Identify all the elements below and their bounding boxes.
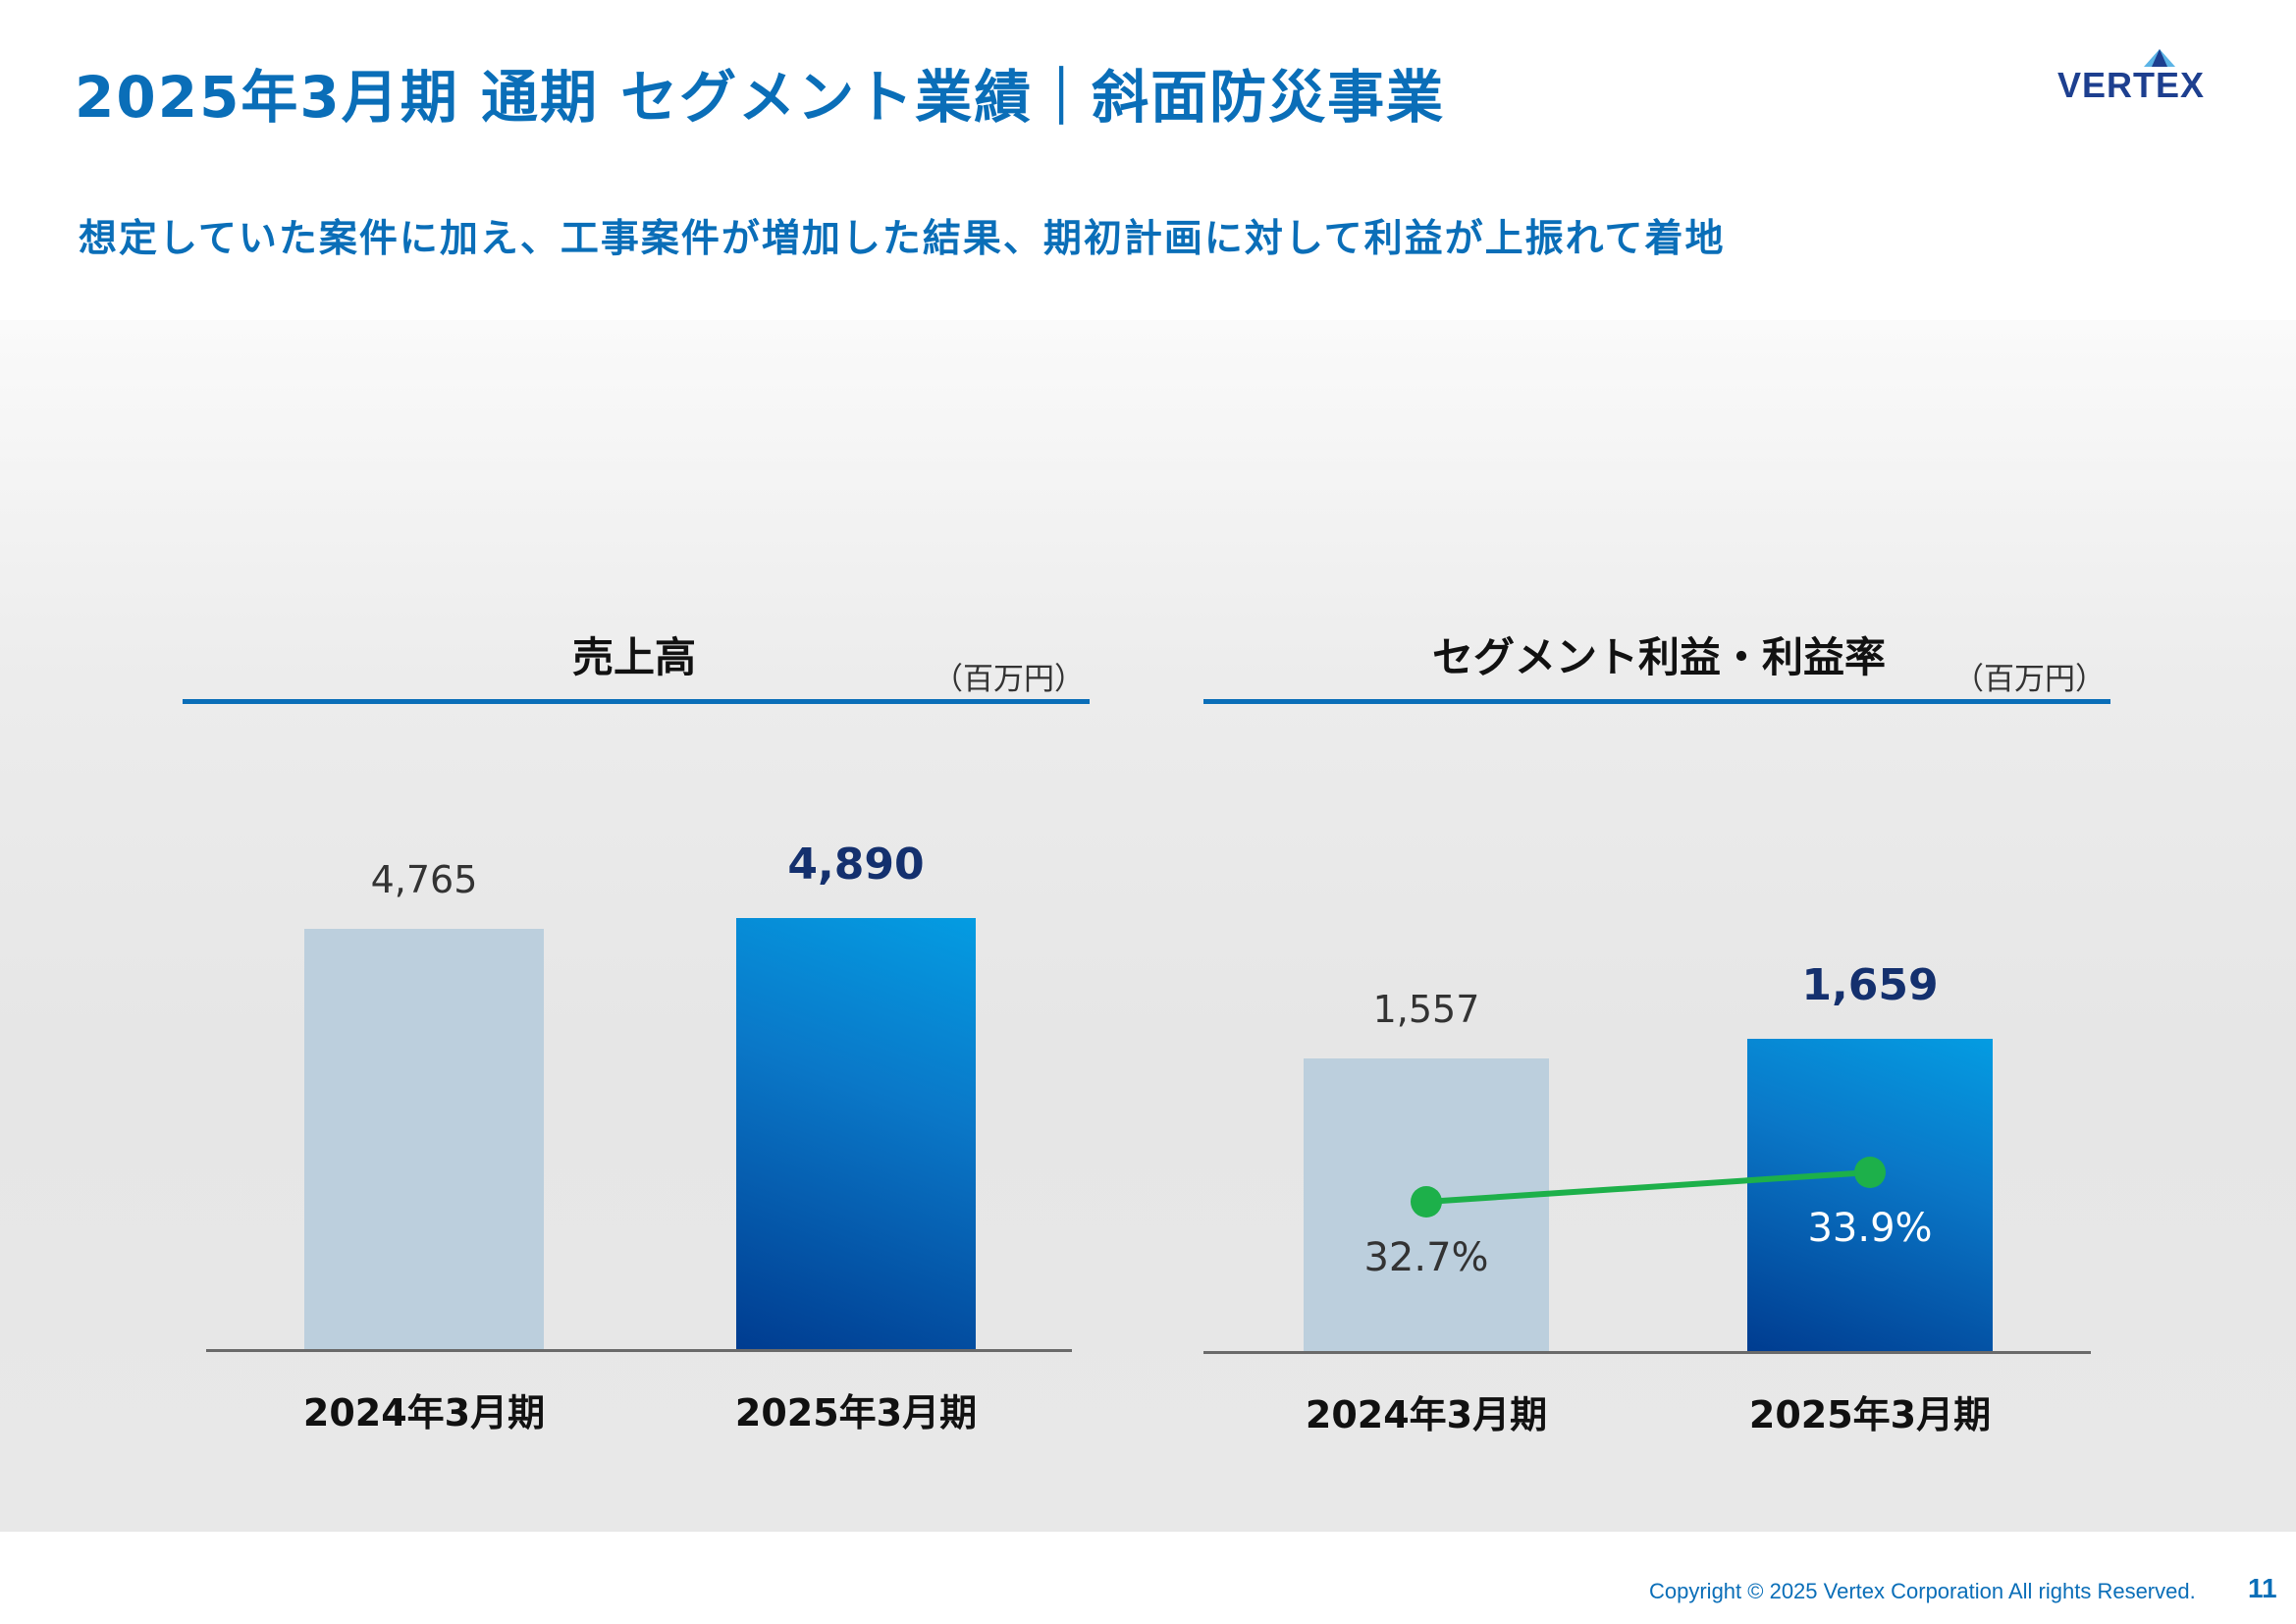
x-axis-baseline [206, 1349, 1072, 1352]
logo-triangle-icon [2144, 49, 2175, 67]
x-tick-2025: 2025年3月期 [734, 1391, 978, 1435]
title-rule [1203, 699, 2110, 704]
value-label-2024: 1,557 [1372, 988, 1480, 1031]
unit-label: （百万円） [933, 662, 1085, 697]
x-axis-baseline [1203, 1351, 2091, 1354]
title-rule [183, 699, 1090, 704]
bar-2025 [736, 917, 976, 1349]
chart-panel: 売上高 （百万円） 4,765 4,890 2024年3月期 2025年3月期 … [0, 320, 2296, 1532]
chart-title: 売上高 [571, 633, 696, 681]
x-tick-2024: 2024年3月期 [1305, 1393, 1548, 1436]
profit-rate-label-2025: 33.9% [1807, 1206, 1933, 1251]
bar-2025 [1747, 1039, 1993, 1351]
profit-rate-label-2024: 32.7% [1363, 1235, 1489, 1280]
value-label-2024: 4,765 [370, 858, 478, 901]
page-title: 2025年3月期 通期 セグメント業績｜斜面防災事業 [75, 64, 1446, 131]
value-label-2025: 1,659 [1801, 960, 1939, 1011]
profit-rate-point-2025 [1854, 1157, 1886, 1188]
unit-label: （百万円） [1953, 662, 2106, 697]
chart-title: セグメント利益・利益率 [1431, 633, 1886, 681]
headline: 想定していた案件に加え、工事案件が増加した結果、期初計画に対して利益が上振れて着… [79, 217, 1726, 261]
profit-rate-line [1425, 1169, 1871, 1205]
copyright-text: Copyright © 2025 Vertex Corporation All … [1649, 1579, 2196, 1603]
value-label-2025: 4,890 [787, 839, 925, 890]
vertex-logo: VERTEX [2057, 47, 2244, 106]
profit-rate-point-2024 [1411, 1186, 1442, 1218]
page-number: 11 [2248, 1573, 2277, 1603]
profit-rate-line-layer [1411, 1157, 1886, 1218]
x-tick-2025: 2025年3月期 [1748, 1393, 1992, 1436]
x-tick-2024: 2024年3月期 [302, 1391, 546, 1435]
bar-2024 [304, 929, 544, 1349]
logo-text: VERTEX [2057, 65, 2206, 105]
